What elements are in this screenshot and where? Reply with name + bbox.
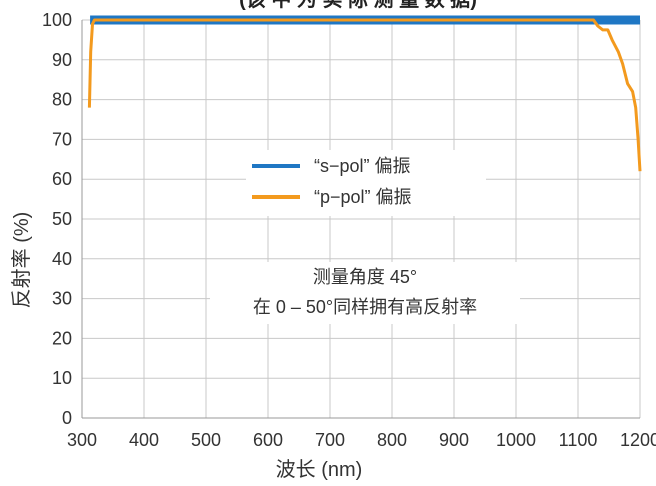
axes: 0 10 20 30 40 50 60 70 80 90 100 300 400 500 600 700 800… [42, 10, 656, 450]
annotation-line: 在 0 – 50°同样拥有高反射率 [253, 297, 477, 317]
y-tick-label: 40 [52, 249, 72, 269]
y-tick-label: 50 [52, 209, 72, 229]
grid [81, 19, 641, 419]
x-tick-label: 300 [67, 430, 97, 450]
y-tick-label: 20 [52, 328, 72, 348]
x-tick-label: 900 [439, 430, 469, 450]
x-tick-label: 800 [377, 430, 407, 450]
legend: “s−pol” 偏振 “p−pol” 偏振 [246, 150, 486, 216]
legend-label: “p−pol” 偏振 [314, 187, 412, 207]
annotation: 测量角度 45° 在 0 – 50°同样拥有高反射率 [210, 262, 520, 324]
x-tick-label: 1200 [620, 430, 656, 450]
y-tick-label: 70 [52, 129, 72, 149]
y-tick-label: 30 [52, 289, 72, 309]
y-axis-title: 反射率 (%) [10, 212, 33, 309]
legend-label: “s−pol” 偏振 [314, 156, 411, 176]
y-tick-label: 80 [52, 90, 72, 110]
annotation-line: 测量角度 45° [313, 267, 417, 287]
chart-title: (该 中 为 实 际 测 量 数 据) [239, 0, 477, 11]
y-tick-label: 90 [52, 50, 72, 70]
x-tick-label: 500 [191, 430, 221, 450]
x-axis-title: 波长 (nm) [276, 458, 363, 481]
series-lines [87, 15, 642, 172]
y-tick-label: 100 [42, 10, 72, 30]
y-tick-label: 10 [52, 368, 72, 388]
x-tick-label: 1000 [496, 430, 536, 450]
annotation-box [210, 262, 520, 324]
x-tick-label: 600 [253, 430, 283, 450]
y-tick-label: 60 [52, 169, 72, 189]
legend-box [246, 150, 486, 216]
x-tick-label: 1100 [559, 430, 598, 450]
p-pol-series-line [87, 18, 642, 172]
y-tick-label: 0 [62, 408, 72, 428]
x-tick-label: 400 [129, 430, 159, 450]
x-tick-label: 700 [315, 430, 345, 450]
